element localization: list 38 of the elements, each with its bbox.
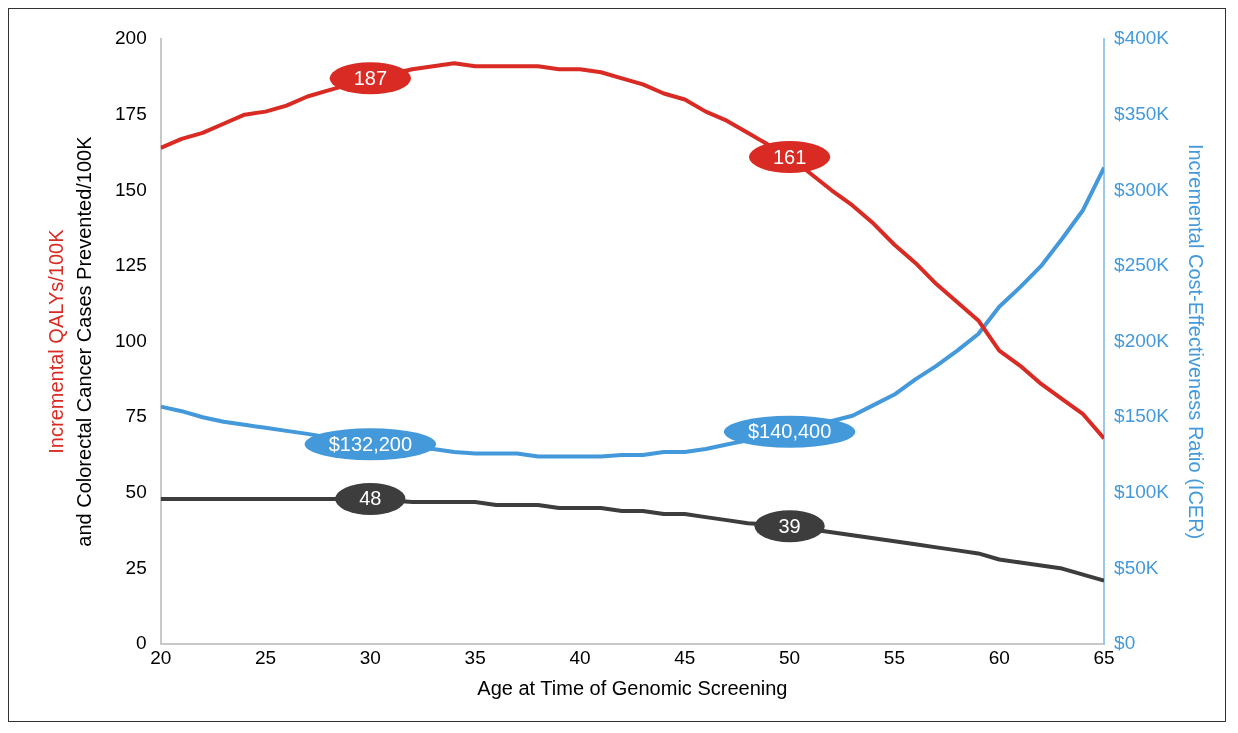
y-tick-label: 0 xyxy=(136,632,147,654)
y2-tick-label: $50K xyxy=(1114,556,1159,578)
data-label: 48 xyxy=(359,487,382,510)
x-tick-label: 20 xyxy=(150,646,172,668)
x-tick-label: 45 xyxy=(674,646,696,668)
x-tick-label: 65 xyxy=(1093,646,1115,668)
y2-axis-title: Incremental Cost-Effectiveness Ratio (ICER) xyxy=(1185,143,1208,540)
x-tick-label: 25 xyxy=(254,646,277,668)
y-tick-label: 25 xyxy=(125,556,147,578)
y2-tick-label: $200K xyxy=(1114,329,1170,351)
y2-tick-label: $300K xyxy=(1114,178,1170,200)
y-tick-label: 125 xyxy=(115,254,147,276)
data-label: $140,400 xyxy=(747,420,832,443)
y-tick-label: 50 xyxy=(125,481,147,503)
data-label: $132,200 xyxy=(328,432,413,455)
y-tick-label: 200 xyxy=(115,27,147,49)
y-tick-label: 175 xyxy=(115,102,147,124)
y2-tick-label: $150K xyxy=(1114,405,1170,427)
text: Incremental QALYs/100K xyxy=(44,228,67,454)
y2-tick-label: $0 xyxy=(1114,632,1136,654)
y-axis-title: and Colorectal Cancer Cases Prevented/100K xyxy=(72,135,95,547)
y2-tick-label: $250K xyxy=(1114,254,1170,276)
x-tick-label: 40 xyxy=(569,646,591,668)
data-label: 39 xyxy=(778,514,801,537)
x-axis-title: Age at Time of Genomic Screening xyxy=(477,676,788,699)
x-tick-label: 55 xyxy=(883,646,905,668)
x-tick-label: 30 xyxy=(359,646,381,668)
data-label: 161 xyxy=(772,145,807,168)
x-tick-label: 60 xyxy=(988,646,1010,668)
y-tick-label: 75 xyxy=(125,405,147,427)
y-tick-label: 150 xyxy=(115,178,147,200)
x-tick-label: 50 xyxy=(779,646,801,668)
y2-tick-label: $100K xyxy=(1114,481,1170,503)
y2-tick-label: $400K xyxy=(1114,27,1170,49)
y2-tick-label: $350K xyxy=(1114,102,1170,124)
y-tick-label: 100 xyxy=(115,329,147,351)
x-tick-label: 35 xyxy=(464,646,486,668)
data-label: 187 xyxy=(353,66,388,89)
